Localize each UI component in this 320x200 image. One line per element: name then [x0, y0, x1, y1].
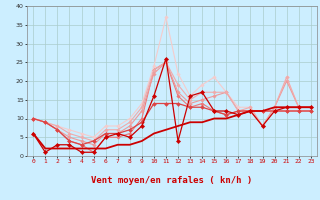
- X-axis label: Vent moyen/en rafales ( kn/h ): Vent moyen/en rafales ( kn/h ): [92, 176, 252, 185]
